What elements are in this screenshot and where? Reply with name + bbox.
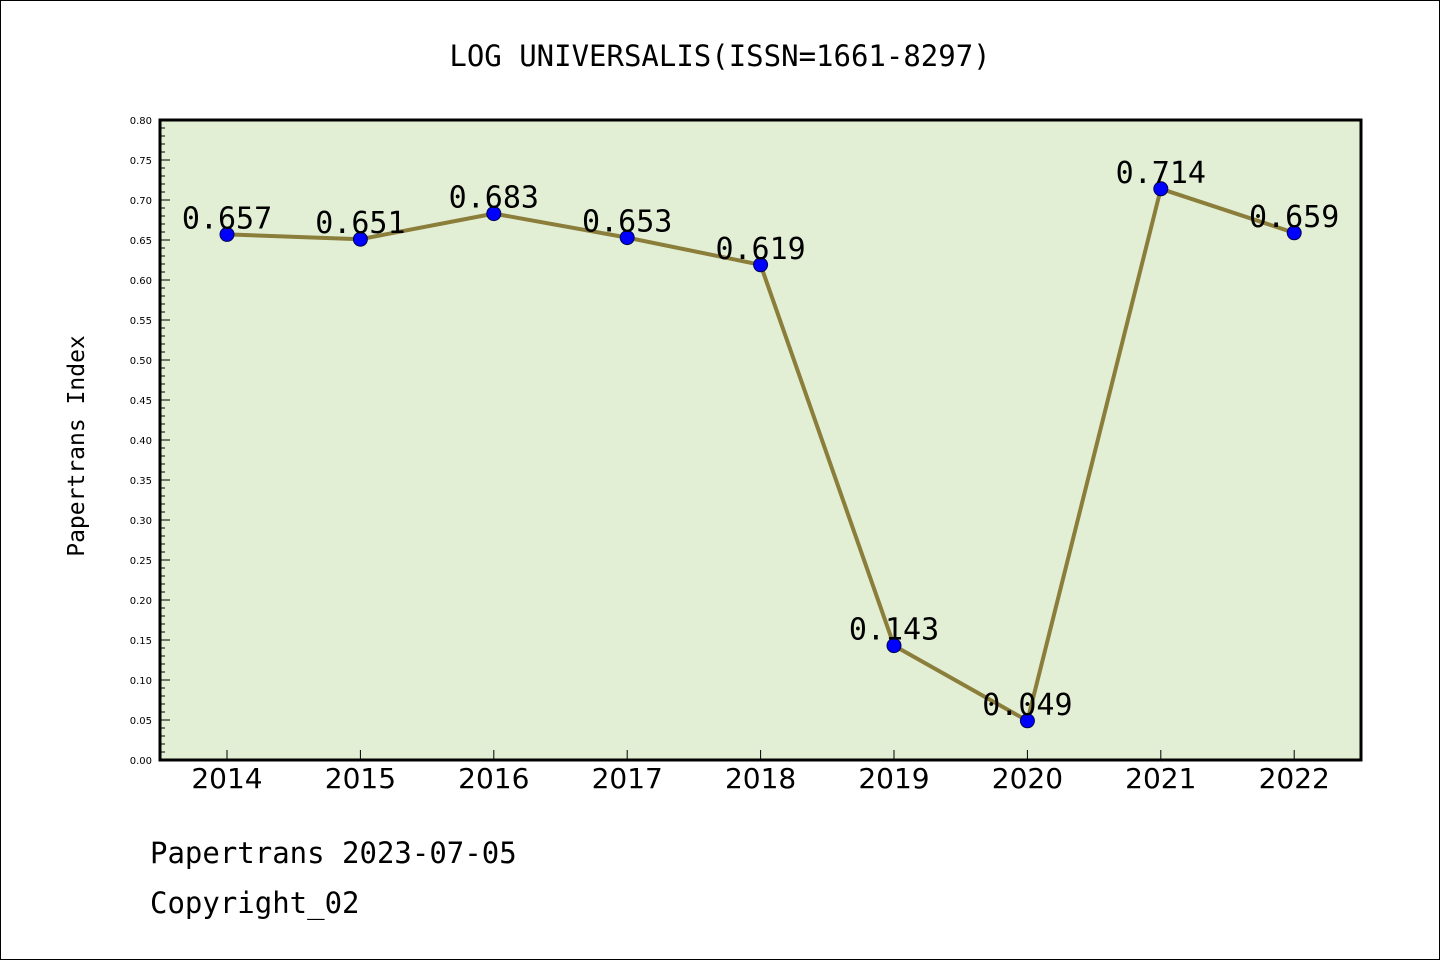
y-tick-label: 0.25 (130, 556, 152, 567)
x-tick-label: 2014 (191, 762, 262, 795)
y-tick-label: 0.75 (130, 156, 152, 167)
data-label: 0.619 (715, 232, 805, 267)
y-tick-label: 0.45 (130, 396, 152, 407)
y-tick-label: 0.55 (130, 316, 152, 327)
y-tick-label: 0.05 (130, 716, 152, 727)
y-tick-label: 0.15 (130, 636, 152, 647)
data-point-marker (753, 257, 769, 273)
x-tick-label: 2021 (1125, 762, 1196, 795)
y-tick-label: 0.60 (130, 276, 152, 287)
chart-title: LOG UNIVERSALIS(ISSN=1661-8297) (449, 39, 990, 73)
x-tick-label: 2018 (725, 762, 796, 795)
y-tick-label: 0.10 (130, 676, 152, 687)
y-tick-label: 0.35 (130, 476, 152, 487)
data-point-marker (1286, 225, 1302, 241)
data-label: 0.651 (315, 206, 405, 241)
y-axis-label: Papertrans Index (64, 335, 90, 557)
data-point-marker (886, 638, 902, 654)
data-label: 0.683 (449, 181, 539, 216)
footer-date-text: Papertrans 2023-07-05 (150, 836, 517, 870)
y-tick-label: 0.30 (130, 516, 152, 527)
data-label: 0.659 (1249, 200, 1339, 235)
x-tick-label: 2016 (458, 762, 529, 795)
y-tick-label: 0.50 (130, 356, 152, 367)
y-tick-label: 0.80 (130, 116, 152, 127)
data-label: 0.653 (582, 205, 672, 240)
data-point-marker (1019, 713, 1035, 729)
x-axis-ticks: 2014 2015 2016 2017 2018 2019 2020 2021 2022 (191, 750, 1330, 795)
data-point-marker (219, 226, 235, 242)
data-labels-layer: 0.657 0.651 0.683 0.653 0.619 0.143 0.049 0.714… (182, 156, 1340, 723)
data-point-marker (619, 230, 635, 246)
data-label: 0.714 (1116, 156, 1206, 191)
x-tick-label: 2020 (992, 762, 1063, 795)
series-layer (219, 181, 1302, 729)
data-point-marker (1153, 181, 1169, 197)
y-tick-label: 0.40 (130, 436, 152, 447)
data-point-marker (486, 206, 502, 222)
x-tick-label: 2019 (858, 762, 929, 795)
y-tick-label: 0.65 (130, 236, 152, 247)
y-tick-label: 0.00 (130, 756, 152, 767)
data-label: 0.657 (182, 201, 272, 236)
y-tick-label: 0.70 (130, 196, 152, 207)
data-label: 0.143 (849, 613, 939, 648)
y-axis-ticks: 0.00 0.05 0.10 0.15 0.20 0.25 0.30 0.35 0.40 0.45… (130, 116, 170, 767)
x-tick-label: 2022 (1259, 762, 1330, 795)
footer-copyright-text: Copyright_02 (150, 886, 360, 920)
y-tick-label: 0.20 (130, 596, 152, 607)
x-tick-label: 2015 (325, 762, 396, 795)
x-tick-label: 2017 (592, 762, 663, 795)
data-point-marker (352, 231, 368, 247)
plot-area (158, 118, 1363, 762)
data-label: 0.049 (982, 688, 1072, 723)
